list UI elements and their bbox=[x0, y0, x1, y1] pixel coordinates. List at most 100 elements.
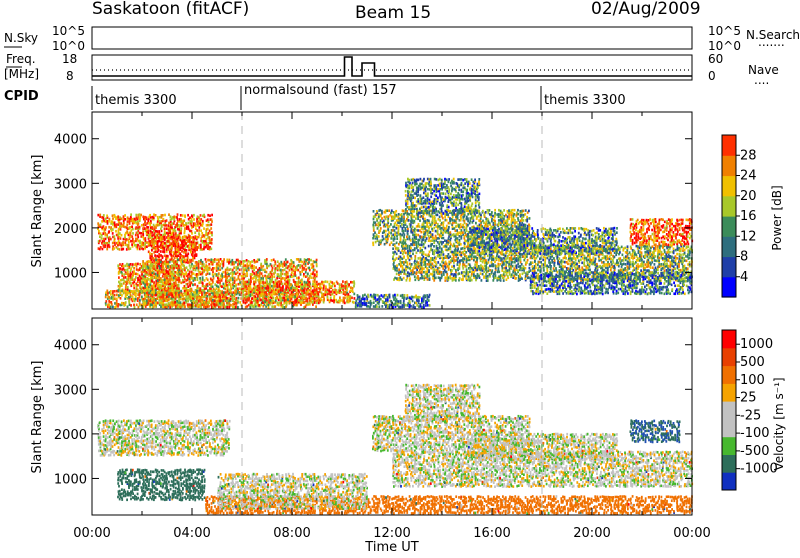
echo-cell bbox=[133, 304, 135, 307]
echo-cell bbox=[169, 241, 171, 244]
echo-cell bbox=[137, 220, 139, 223]
echo-cell bbox=[114, 302, 116, 305]
echo-cell bbox=[115, 230, 117, 233]
nsky-label: N.Sky bbox=[4, 31, 38, 45]
echo-cell bbox=[128, 263, 130, 266]
echo-cell bbox=[180, 230, 182, 233]
echo-cell bbox=[135, 298, 137, 301]
echo-cell bbox=[203, 214, 205, 217]
echo-cell bbox=[200, 218, 202, 221]
echo-cell bbox=[180, 214, 182, 217]
echo-cell bbox=[187, 222, 189, 225]
echo-cell bbox=[118, 303, 120, 306]
echo-cell bbox=[141, 296, 143, 299]
echo-cell bbox=[133, 267, 135, 270]
echo-cell bbox=[128, 300, 130, 303]
echo-cell bbox=[130, 216, 132, 219]
echo-cell bbox=[110, 226, 112, 229]
echo-cell bbox=[202, 222, 204, 225]
echo-cell bbox=[163, 247, 165, 250]
echo-cell bbox=[160, 305, 162, 308]
echo-cell bbox=[191, 220, 193, 223]
echo-cell bbox=[193, 214, 195, 217]
echo-cell bbox=[149, 252, 151, 255]
echo-cell bbox=[160, 246, 162, 249]
echo-cell bbox=[112, 214, 114, 217]
echo-cell bbox=[146, 241, 148, 244]
echo-cell bbox=[126, 223, 128, 226]
echo-cell bbox=[198, 246, 200, 249]
echo-cell bbox=[182, 214, 184, 217]
echo-cell bbox=[157, 216, 159, 219]
echo-cell bbox=[141, 224, 143, 227]
echo-cell bbox=[151, 245, 153, 248]
echo-cell bbox=[146, 245, 148, 248]
echo-cell bbox=[178, 224, 180, 227]
echo-cell bbox=[178, 237, 180, 240]
freq-tick-top: 18 bbox=[62, 52, 77, 66]
echo-cell bbox=[108, 296, 110, 299]
echo-cell bbox=[106, 248, 108, 251]
radar-title: Saskatoon (fitACF) bbox=[92, 0, 249, 19]
echo-cell bbox=[137, 277, 139, 280]
echo-cell bbox=[194, 222, 196, 225]
echo-cell bbox=[146, 216, 148, 219]
echo-cell bbox=[139, 216, 141, 219]
echo-cell bbox=[135, 276, 137, 279]
echo-cell bbox=[121, 279, 123, 282]
echo-cell bbox=[139, 302, 141, 305]
echo-cell bbox=[101, 237, 103, 240]
echo-cell bbox=[114, 294, 116, 297]
echo-cell bbox=[200, 214, 202, 217]
echo-cell bbox=[114, 214, 116, 217]
echo-cell bbox=[132, 228, 134, 231]
echo-cell bbox=[140, 214, 142, 217]
echo-cell bbox=[149, 240, 151, 243]
echo-cell bbox=[149, 255, 151, 258]
echo-cell bbox=[129, 220, 131, 223]
echo-cell bbox=[114, 297, 116, 300]
beam-title: Beam 15 bbox=[355, 3, 431, 23]
echo-cell bbox=[123, 273, 125, 276]
echo-cell bbox=[154, 247, 156, 250]
echo-cell bbox=[157, 220, 159, 223]
echo-cell bbox=[210, 223, 212, 226]
echo-cell bbox=[196, 249, 198, 252]
echo-cell bbox=[194, 231, 196, 234]
echo-cell bbox=[124, 236, 126, 239]
echo-cell bbox=[135, 214, 137, 217]
echo-cell bbox=[158, 236, 160, 239]
echo-cell bbox=[136, 289, 138, 292]
echo-cell bbox=[190, 249, 192, 252]
echo-cell bbox=[130, 263, 132, 266]
echo-cell bbox=[166, 227, 168, 230]
echo-cell bbox=[118, 267, 120, 270]
echo-cell bbox=[127, 268, 129, 271]
echo-cell bbox=[200, 229, 202, 232]
echo-cell bbox=[109, 218, 111, 221]
echo-cell bbox=[102, 248, 104, 251]
echo-cell bbox=[163, 236, 165, 239]
cpid-label: CPID bbox=[4, 89, 39, 104]
echo-cell bbox=[149, 214, 151, 217]
echo-cell bbox=[144, 220, 146, 223]
echo-cell bbox=[99, 214, 101, 217]
echo-cell bbox=[136, 268, 138, 271]
echo-cell bbox=[142, 242, 144, 245]
echo-cell bbox=[154, 254, 156, 257]
echo-cell bbox=[154, 236, 156, 239]
echo-cell bbox=[144, 246, 146, 249]
cpid-segment-1: themis 3300 bbox=[95, 93, 177, 108]
echo-cell bbox=[198, 226, 200, 229]
echo-cell bbox=[121, 302, 123, 305]
echo-cell bbox=[102, 232, 104, 235]
echo-cell bbox=[116, 302, 118, 305]
echo-cell bbox=[130, 285, 132, 288]
echo-cell bbox=[123, 292, 125, 295]
echo-cell bbox=[137, 284, 139, 287]
nsky-tick-bottom: 10^0 bbox=[52, 39, 85, 53]
echo-cell bbox=[139, 248, 141, 251]
echo-cell bbox=[125, 265, 127, 268]
echo-cell bbox=[123, 265, 125, 268]
echo-cell bbox=[146, 287, 148, 290]
